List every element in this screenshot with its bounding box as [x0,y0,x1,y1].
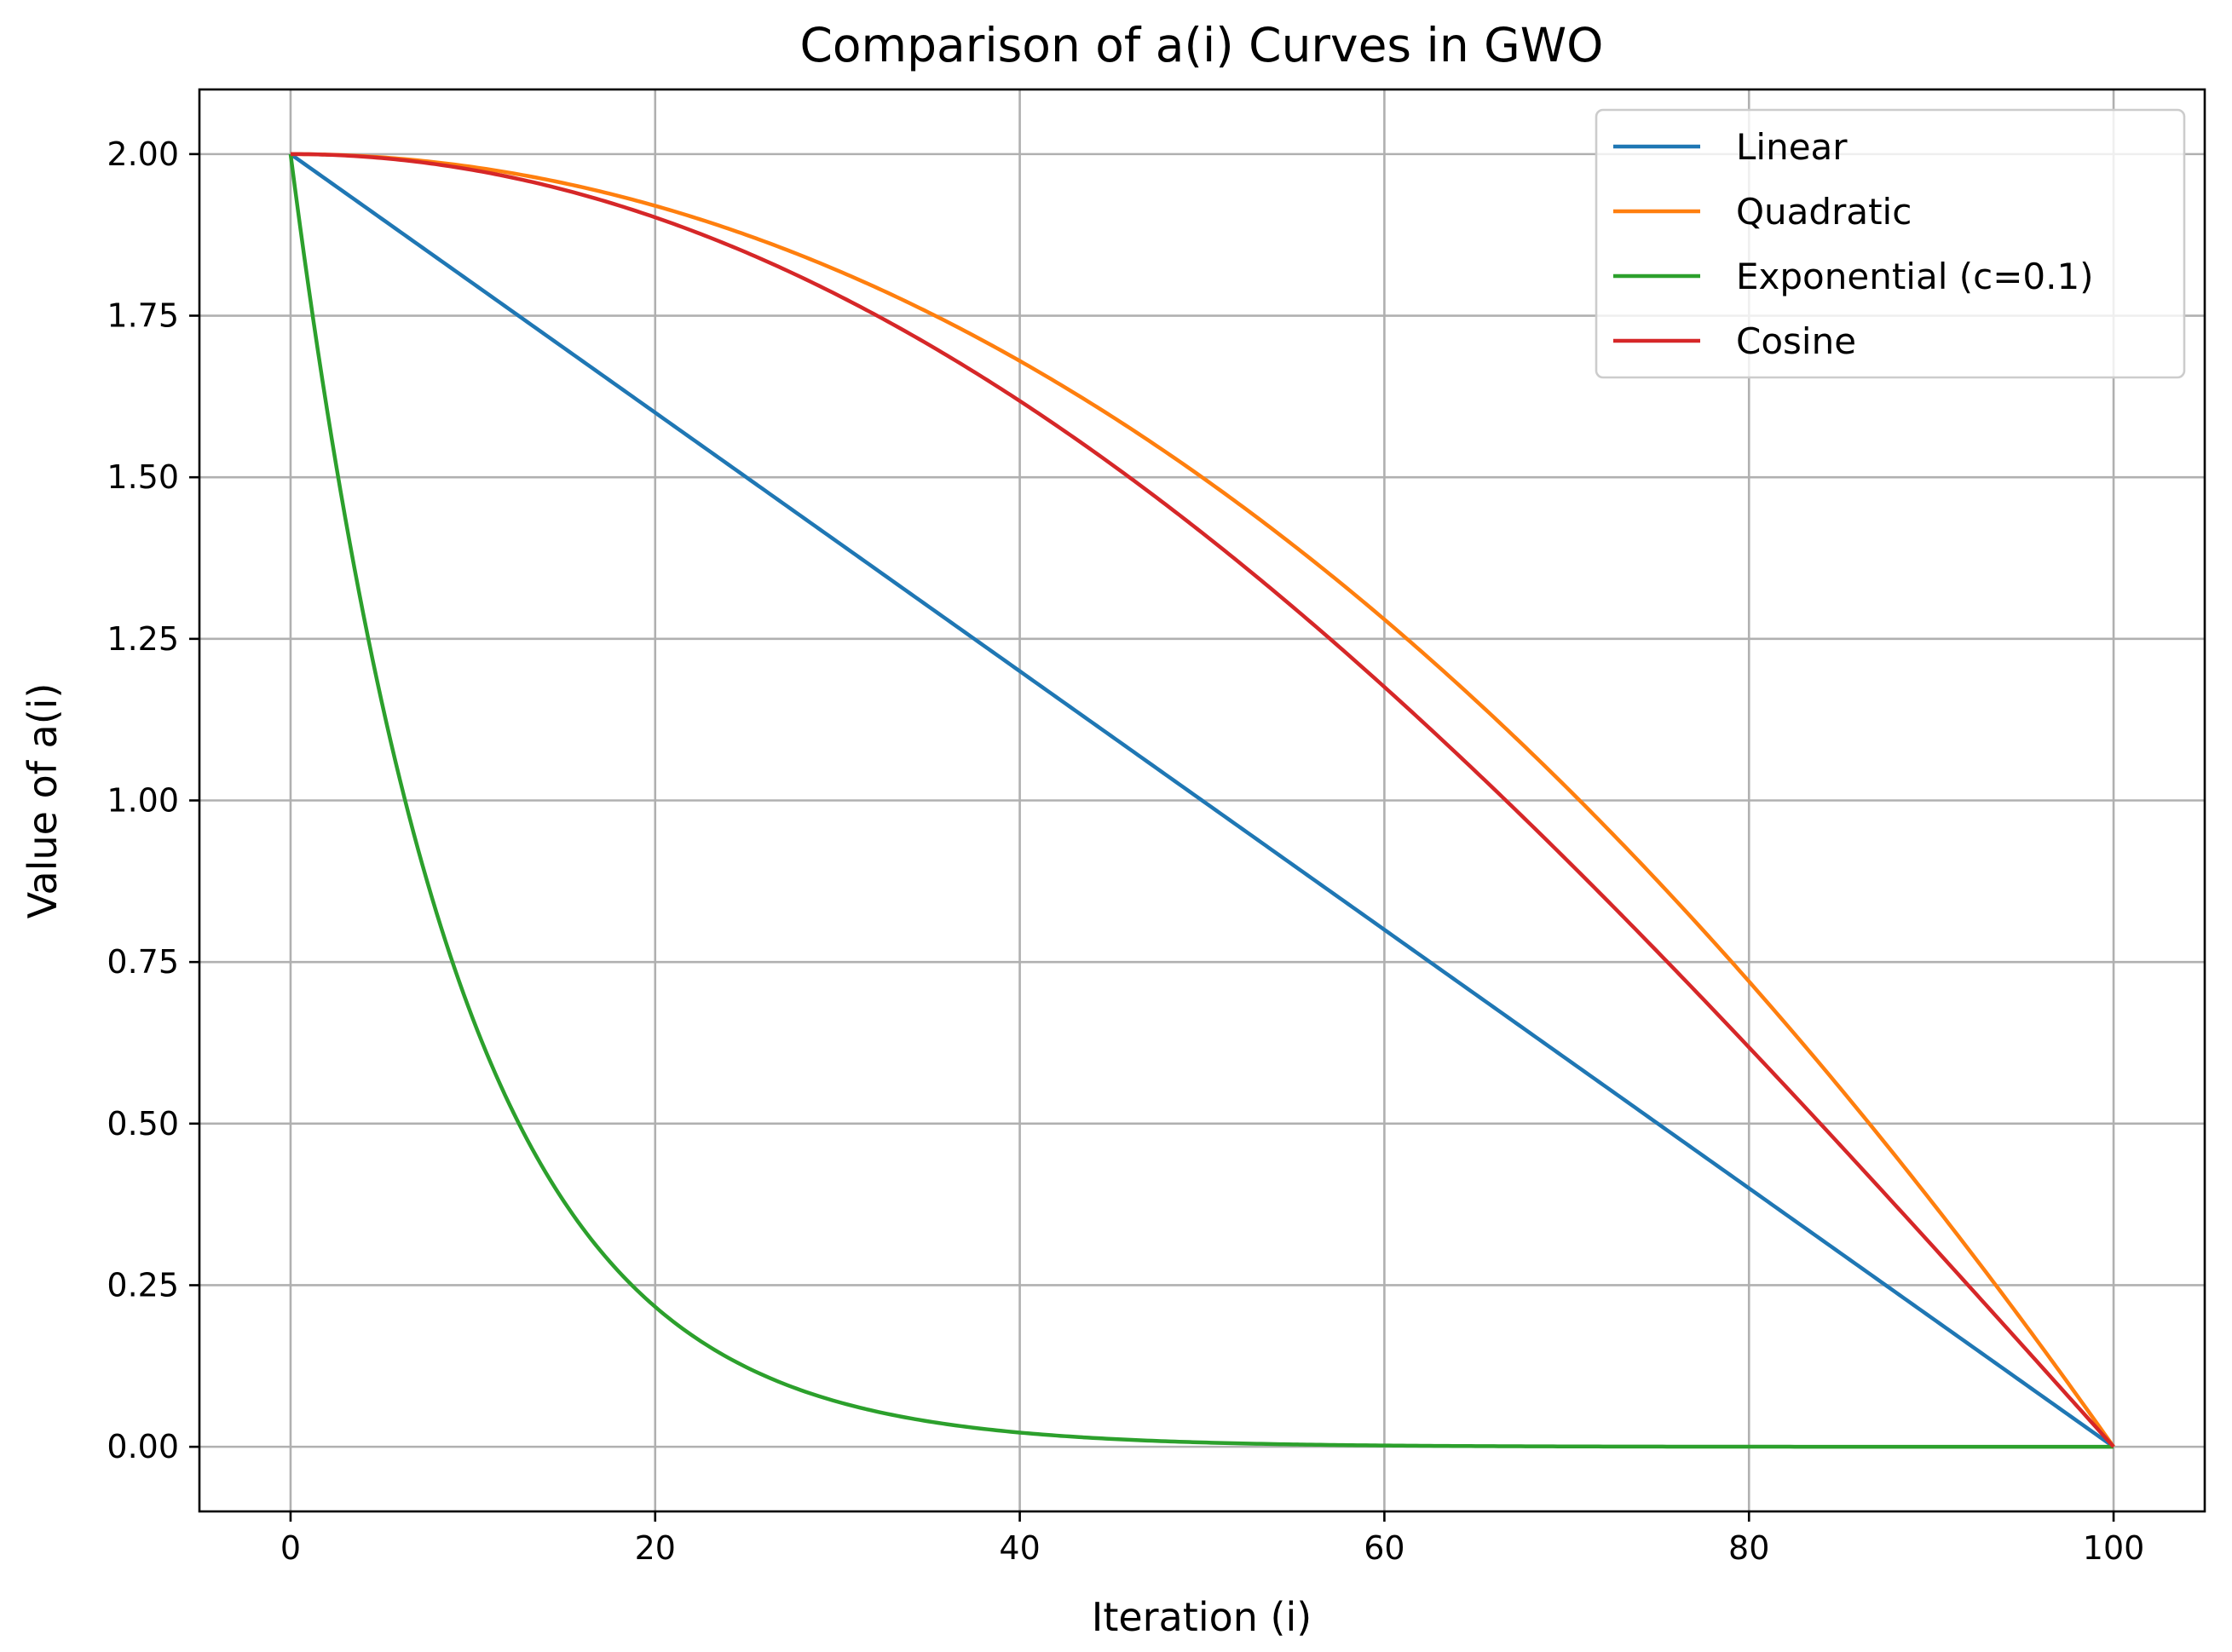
y-tick-label: 1.00 [107,782,179,820]
legend-label-exponential-c-0-1: Exponential (c=0.1) [1736,256,2094,297]
y-tick-label: 1.25 [107,620,179,658]
y-tick-label: 0.50 [107,1105,179,1143]
series-lines [288,152,2115,1449]
x-tick-label: 40 [999,1529,1040,1567]
x-tick-label: 60 [1364,1529,1404,1567]
x-tick-label: 100 [2083,1529,2145,1567]
y-tick-label: 0.75 [107,943,179,981]
series-line-exponential-c-0-1 [288,153,2114,1449]
y-tick-label: 0.25 [107,1266,179,1304]
x-tick-label: 80 [1728,1529,1769,1567]
legend-label-linear: Linear [1736,126,1848,168]
y-tick-label: 1.50 [107,458,179,496]
x-tick-label: 0 [280,1529,301,1567]
y-tick-label: 0.00 [107,1428,179,1465]
legend: Linear Quadratic Exponential (c=0.1) Cosine [1595,108,2186,379]
series-line-cosine [290,152,2115,1448]
x-axis-ticks: 0 20 40 60 80 100 [280,1511,2144,1567]
legend-label-quadratic: Quadratic [1736,191,1912,233]
chart-title: Comparison of a(i) Curves in GWO [800,18,1604,72]
legend-label-cosine: Cosine [1736,320,1856,362]
y-axis-label: Value of a(i) [20,683,66,919]
y-axis-ticks: 0.00 0.25 0.50 0.75 1.00 1.25 1.50 1.75 2.00 [107,135,199,1465]
series-line-quadratic [290,152,2115,1448]
x-axis-label: Iteration (i) [1092,1594,1312,1640]
y-tick-label: 2.00 [107,135,179,173]
legend-frame [1595,108,2186,379]
series-line-linear [289,153,2115,1448]
x-tick-label: 20 [635,1529,676,1567]
y-tick-label: 1.75 [107,297,179,335]
